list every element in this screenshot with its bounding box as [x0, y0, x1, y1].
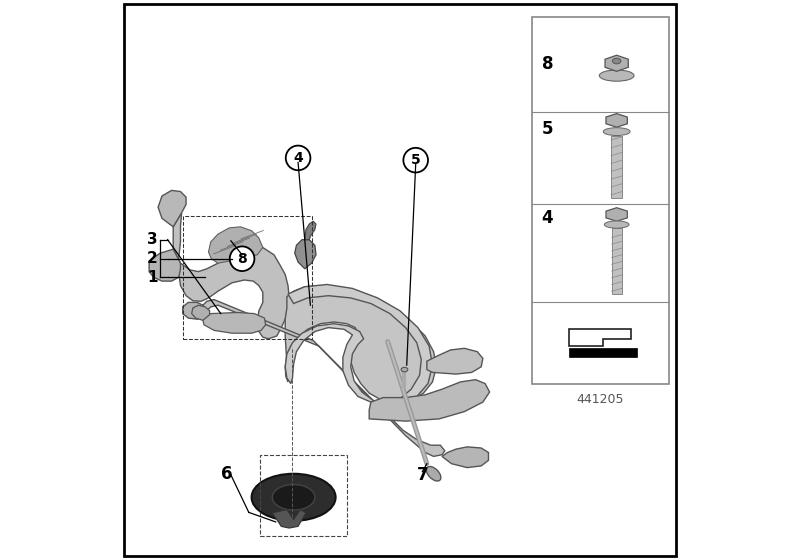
Text: 3: 3 [147, 232, 158, 247]
Polygon shape [209, 227, 262, 263]
Text: 4: 4 [294, 151, 303, 165]
Text: 5: 5 [542, 120, 553, 138]
Circle shape [230, 246, 254, 271]
Polygon shape [203, 300, 445, 456]
Ellipse shape [252, 474, 336, 521]
Text: 2: 2 [147, 251, 158, 266]
Polygon shape [285, 284, 433, 404]
Polygon shape [192, 305, 210, 320]
Ellipse shape [272, 484, 315, 510]
Polygon shape [606, 114, 627, 127]
Bar [570, 348, 637, 357]
Text: 1: 1 [147, 270, 158, 284]
Polygon shape [203, 312, 266, 333]
Ellipse shape [603, 128, 630, 136]
Polygon shape [182, 302, 206, 319]
Text: 7: 7 [417, 466, 428, 484]
Bar [612, 228, 622, 294]
Text: 8: 8 [238, 252, 247, 266]
Polygon shape [442, 447, 489, 468]
Polygon shape [606, 208, 627, 221]
Polygon shape [294, 240, 316, 269]
Ellipse shape [604, 221, 629, 228]
Polygon shape [158, 190, 186, 227]
Text: 5: 5 [411, 153, 421, 167]
Ellipse shape [401, 367, 408, 372]
Polygon shape [174, 213, 289, 339]
Polygon shape [272, 510, 306, 528]
Bar [611, 136, 622, 198]
Ellipse shape [426, 466, 441, 481]
Circle shape [286, 146, 310, 170]
Text: 441205: 441205 [577, 393, 624, 406]
Polygon shape [369, 380, 490, 421]
Circle shape [403, 148, 428, 172]
Ellipse shape [599, 70, 634, 81]
Polygon shape [285, 286, 436, 403]
Polygon shape [305, 221, 316, 240]
Text: 8: 8 [542, 55, 553, 73]
Text: 6: 6 [221, 465, 232, 483]
Polygon shape [149, 249, 181, 281]
Text: 4: 4 [542, 209, 554, 227]
Polygon shape [427, 348, 483, 374]
Polygon shape [605, 55, 628, 71]
Ellipse shape [613, 58, 621, 64]
Bar [531, 17, 669, 384]
